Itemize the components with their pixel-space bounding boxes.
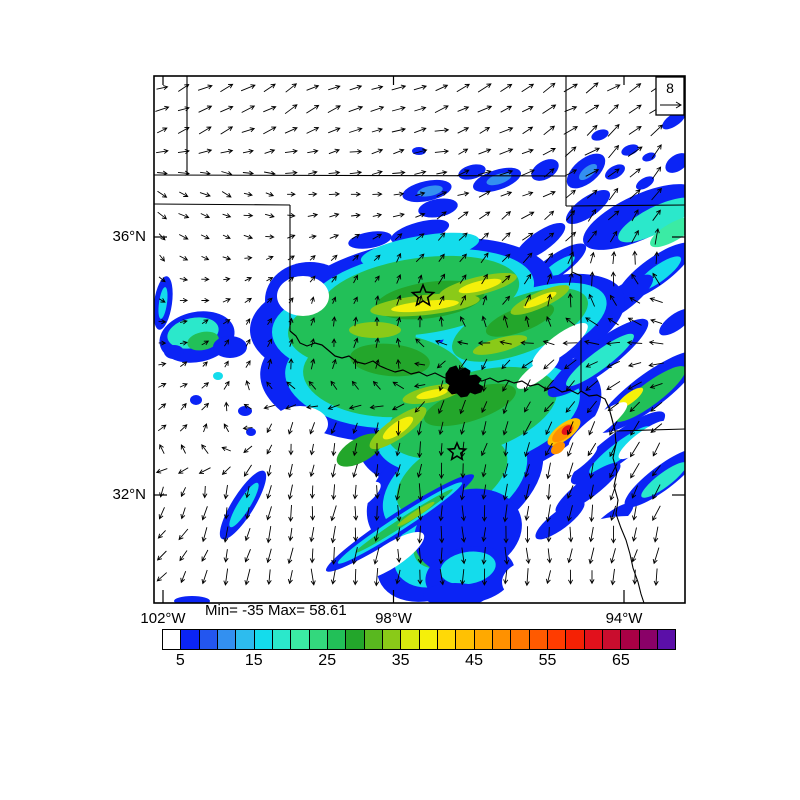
- state-border: [153, 174, 567, 177]
- colorbar-segment: [345, 630, 364, 649]
- colorbar-segment: [546, 630, 566, 649]
- colorbar-segment: [565, 630, 584, 649]
- colorbar-segment: [400, 630, 419, 649]
- reflectivity-blob: [349, 322, 401, 338]
- reflectivity-blob: [535, 500, 585, 540]
- reflectivity-blob: [565, 189, 611, 225]
- reflectivity-blob: [423, 583, 487, 607]
- colorbar-segment: [455, 630, 474, 649]
- colorbar-segment: [235, 630, 254, 649]
- colorbar-segment: [326, 630, 346, 649]
- reflectivity-blob: [555, 462, 621, 514]
- reflectivity-blob: [502, 556, 602, 608]
- colorbar-segment: [656, 630, 676, 649]
- map-frame: [153, 75, 686, 604]
- reflectivity-blob: [635, 176, 655, 190]
- colorbar-segment: [528, 630, 547, 649]
- colorbar-segment: [638, 630, 657, 649]
- colorbar-segment: [216, 630, 236, 649]
- reflectivity-blob: [158, 287, 168, 319]
- colorbar-segment: [583, 630, 602, 649]
- colorbar-segment: [491, 630, 511, 649]
- colorbar: [162, 629, 676, 650]
- reflectivity-blob: [618, 420, 668, 460]
- colorbar-segment: [473, 630, 492, 649]
- star-marker: [410, 282, 436, 307]
- reflectivity-blob: [566, 333, 634, 387]
- lake-shape: [445, 365, 484, 398]
- colorbar-segment: [253, 630, 272, 649]
- reflectivity-blob: [516, 355, 560, 389]
- reflectivity-blob: [642, 152, 656, 162]
- reflectivity-blob: [568, 402, 628, 448]
- reflectivity-blob: [416, 388, 448, 400]
- reflectivity-blob: [382, 416, 414, 440]
- colorbar-segment: [620, 630, 639, 649]
- state-border: [612, 430, 645, 604]
- colorbar-segment: [381, 630, 401, 649]
- colorbar-segment: [180, 630, 199, 649]
- reference-value-label: 8: [666, 80, 674, 96]
- reflectivity-blob: [277, 276, 329, 316]
- reflectivity-blob: [621, 144, 639, 156]
- reflectivity-blob: [472, 335, 528, 355]
- reflectivity-blob: [550, 441, 566, 455]
- wind-reference-box: 8: [655, 76, 685, 116]
- reflectivity-blob: [532, 323, 588, 367]
- reflectivity-blob: [190, 395, 202, 405]
- reflectivity-blob: [350, 343, 430, 377]
- reflectivity-blob: [418, 198, 458, 218]
- state-border: [571, 206, 582, 391]
- colorbar-segment: [271, 630, 291, 649]
- colorbar-segment: [436, 630, 456, 649]
- reflectivity-blob: [213, 372, 223, 380]
- reflectivity-blob: [390, 219, 450, 245]
- reflectivity-blob: [665, 153, 689, 173]
- star-marker: [446, 440, 468, 461]
- colorbar-segment: [290, 630, 309, 649]
- reflectivity-blob: [246, 428, 256, 436]
- reflectivity-blob: [187, 331, 219, 351]
- reflectivity-blob: [458, 278, 502, 294]
- reflectivity-blob: [213, 336, 247, 358]
- reflectivity-blob: [641, 462, 687, 498]
- reflectivity-blob: [329, 481, 381, 519]
- reflectivity-blob: [164, 345, 184, 359]
- state-border: [565, 204, 686, 207]
- reflectivity-blob: [229, 482, 259, 528]
- reflectivity-blob: [578, 163, 598, 181]
- reflectivity-blob: [272, 406, 328, 442]
- colorbar-segment: [308, 630, 327, 649]
- colorbar-segment: [198, 630, 217, 649]
- colorbar-segment: [510, 630, 529, 649]
- colorbar-segment: [163, 630, 181, 649]
- colorbar-segment: [363, 630, 382, 649]
- reference-arrow-icon: [660, 101, 682, 109]
- reflectivity-blob: [523, 291, 557, 309]
- reflectivity-blob: [292, 263, 312, 273]
- reflectivity-blob: [391, 299, 459, 313]
- colorbar-segment: [601, 630, 621, 649]
- reflectivity-blob: [238, 406, 252, 416]
- state-border: [614, 428, 686, 432]
- reflectivity-blob: [554, 445, 598, 479]
- reflectivity-blob: [355, 532, 425, 580]
- reflectivity-blob: [614, 366, 686, 422]
- colorbar-segment: [418, 630, 437, 649]
- state-border: [153, 203, 291, 206]
- reflectivity-blob: [591, 129, 609, 141]
- reflectivity-blob: [561, 425, 573, 435]
- reflectivity-blob: [424, 383, 516, 427]
- reflectivity-blob: [397, 501, 435, 527]
- reflectivity-blob: [485, 303, 555, 337]
